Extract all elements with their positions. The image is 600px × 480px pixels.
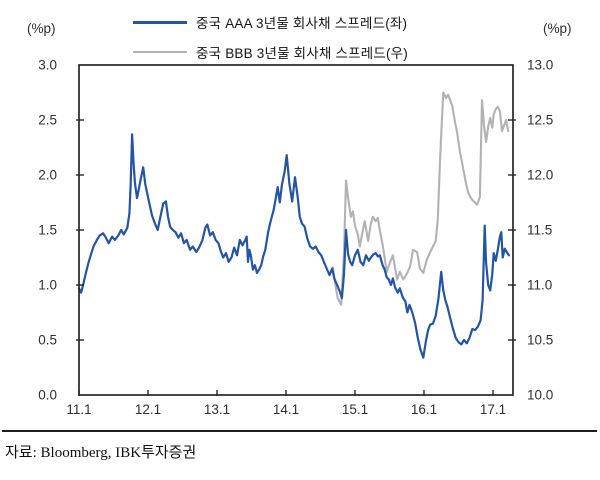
bbb-line-swatch [133, 51, 187, 53]
x-axis-tick-label: 13.1 [204, 402, 230, 417]
footer-divider [2, 430, 597, 432]
right-axis-tick-label: 12.0 [527, 168, 553, 183]
aaa-series-line [77, 133, 510, 359]
x-axis-tick-label: 11.1 [66, 402, 91, 417]
bbb-series-line [331, 91, 510, 306]
left-axis-tick-label: 0.0 [38, 388, 57, 403]
legend-item-aaa: 중국 AAA 3년물 회사채 스프레드(좌) [133, 12, 408, 32]
x-axis-tick-label: 12.1 [135, 402, 161, 417]
right-axis-tick-label: 10.0 [527, 388, 553, 403]
legend-label-aaa: 중국 AAA 3년물 회사채 스프레드(좌) [196, 16, 408, 31]
right-axis-tick-label: 13.0 [527, 58, 553, 73]
left-axis-tick-label: 0.5 [38, 333, 57, 348]
right-axis-tick-label: 11.5 [527, 223, 552, 238]
legend-label-bbb: 중국 BBB 3년물 회사채 스프레드(우) [196, 46, 408, 61]
left-axis-tick-label: 3.0 [38, 58, 57, 73]
source-note: 자료: Bloomberg, IBK투자증권 [5, 445, 197, 461]
left-axis-tick-label: 1.5 [38, 223, 57, 238]
x-axis-tick-label: 17.1 [480, 402, 506, 417]
aaa-line-swatch [133, 20, 187, 24]
x-axis-tick-label: 16.1 [411, 402, 437, 417]
x-axis-tick-label: 15.1 [342, 402, 368, 417]
left-axis-tick-label: 1.0 [38, 278, 57, 293]
legend-item-bbb: 중국 BBB 3년물 회사채 스프레드(우) [133, 42, 408, 62]
plot-border [78, 64, 514, 396]
chart-legend: 중국 AAA 3년물 회사채 스프레드(좌) 중국 BBB 3년물 회사채 스프… [133, 12, 408, 72]
right-axis-unit-label: (%p) [543, 21, 572, 36]
left-axis-tick-label: 2.0 [38, 168, 57, 183]
left-axis-tick-label: 2.5 [38, 113, 57, 128]
x-axis-tick-label: 14.1 [273, 402, 299, 417]
left-axis-unit-label: (%p) [27, 21, 56, 36]
right-axis-tick-label: 10.5 [527, 333, 553, 348]
right-axis-tick-label: 12.5 [527, 113, 553, 128]
right-axis-tick-label: 11.0 [527, 278, 552, 293]
